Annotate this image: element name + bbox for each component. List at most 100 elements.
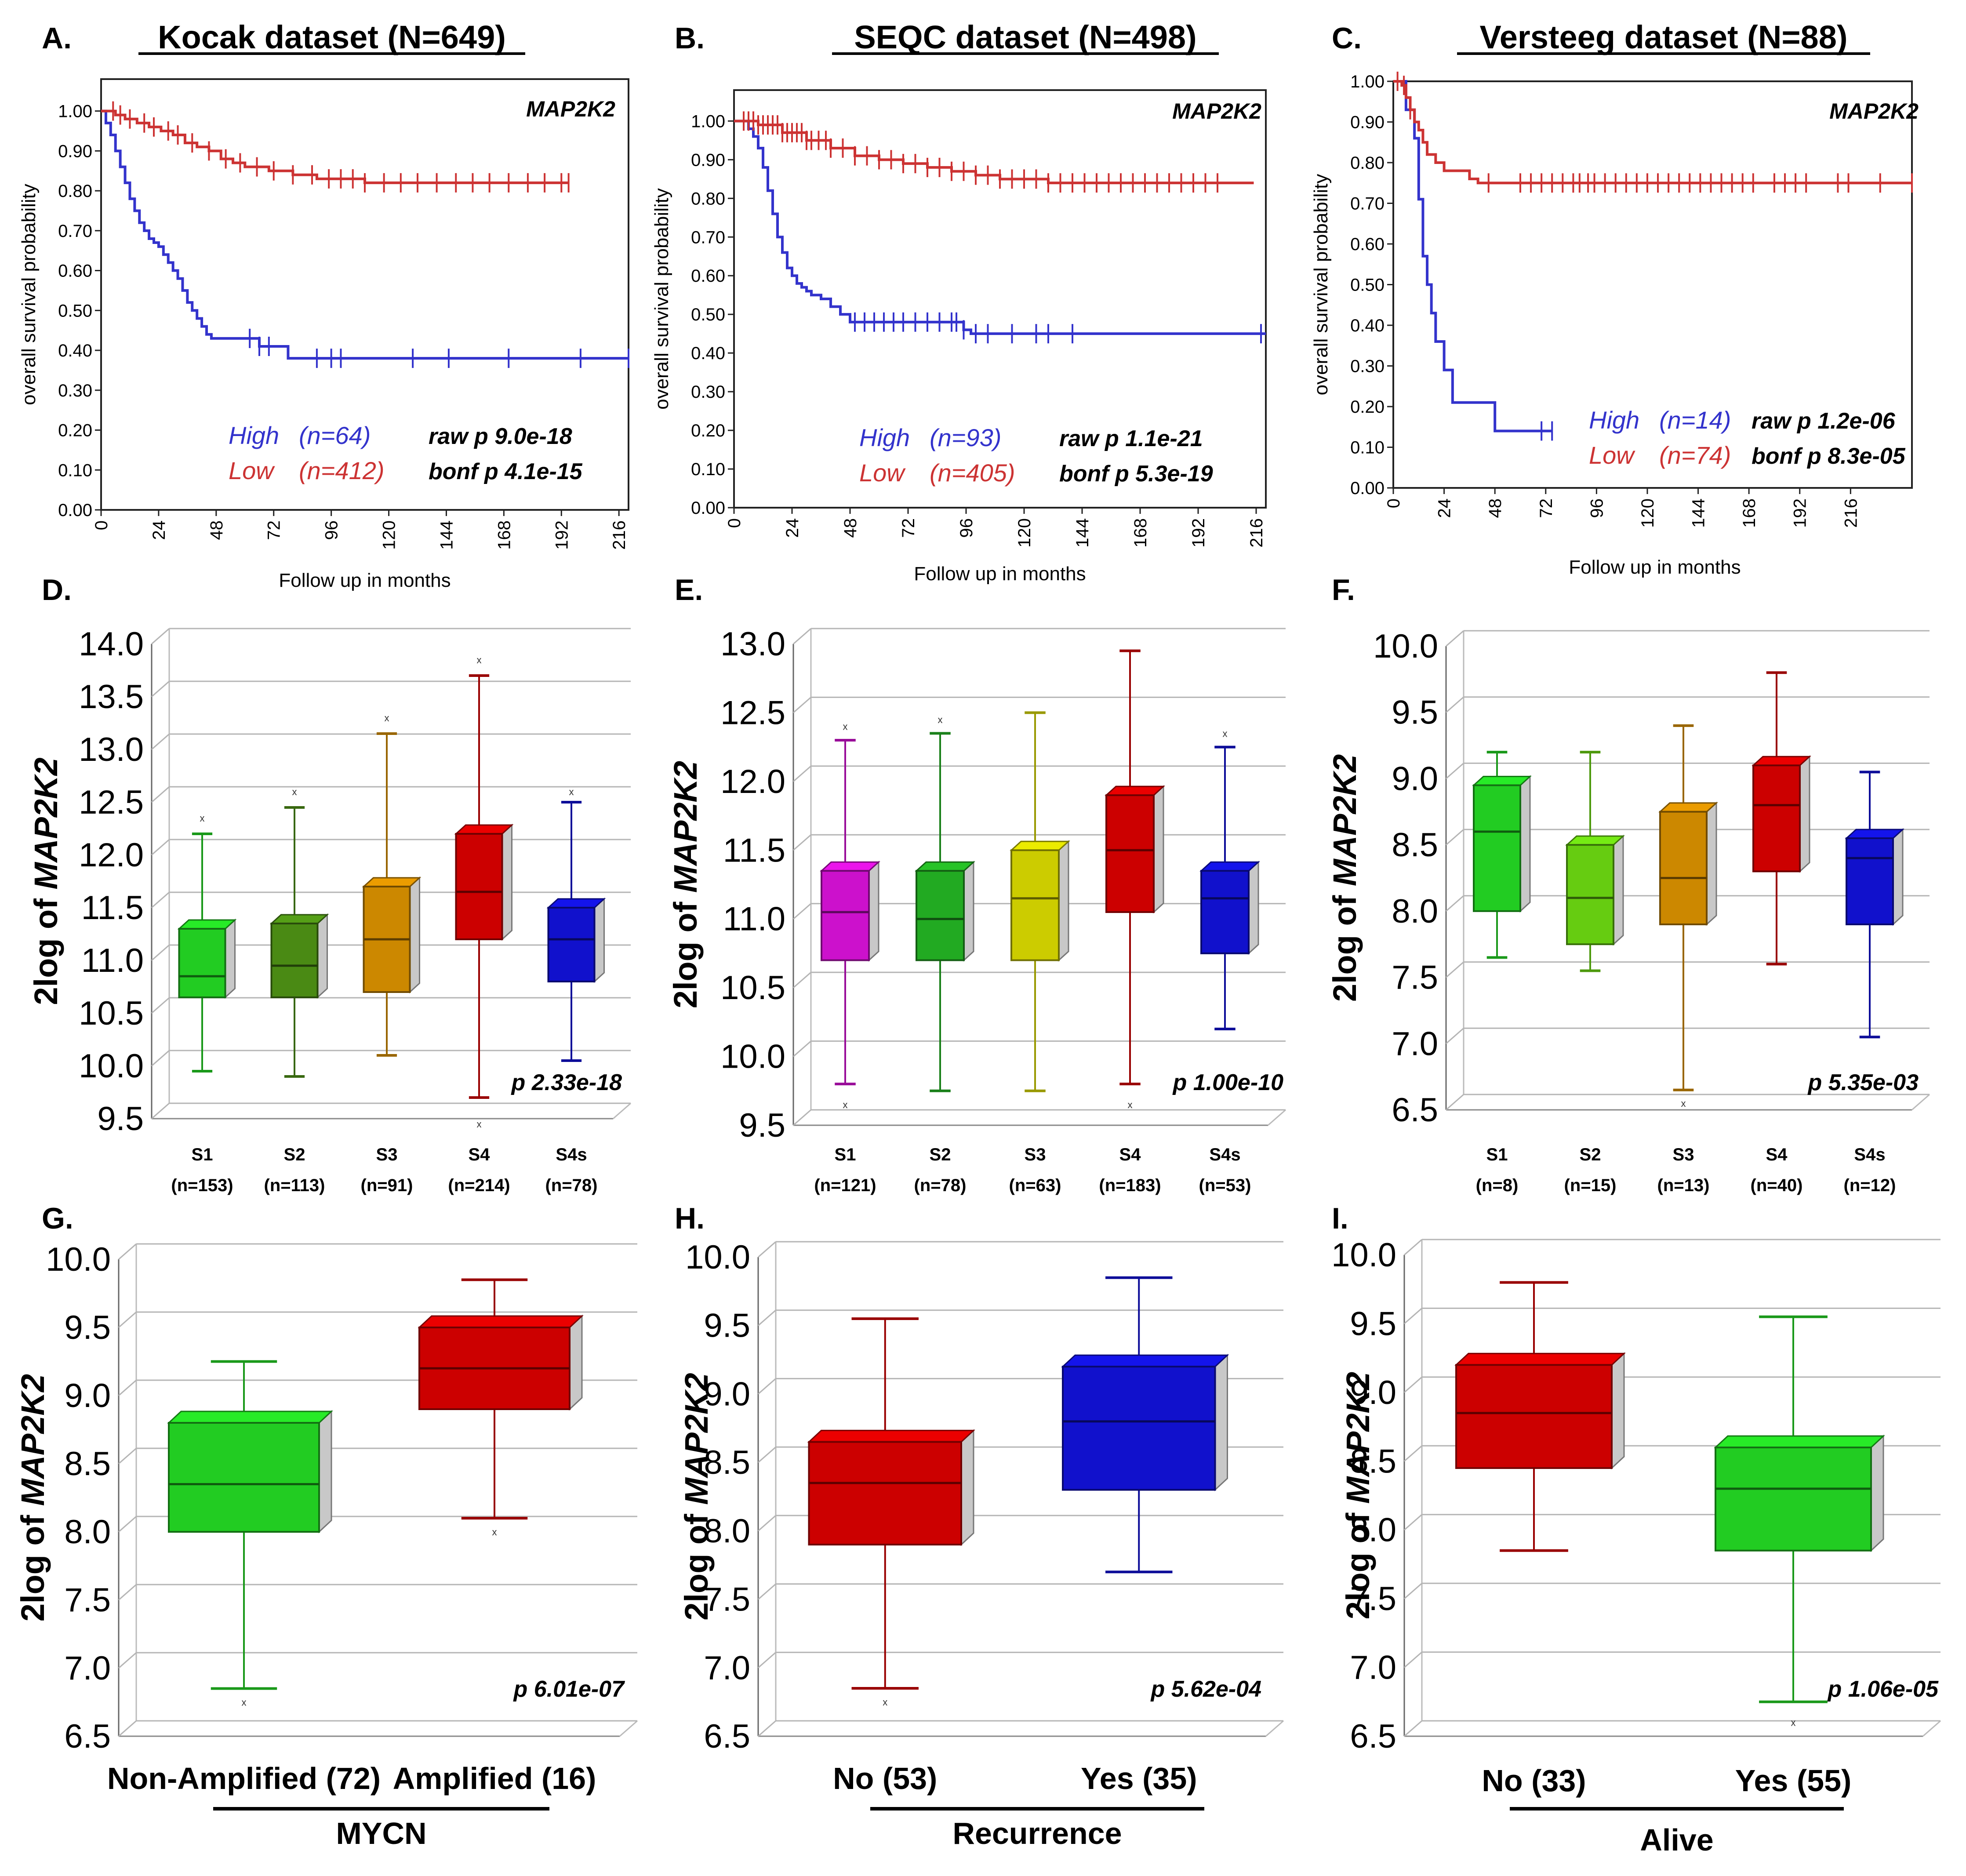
y-tick-label: 0.90	[58, 142, 92, 161]
outlier-mark: x	[292, 786, 297, 797]
legend-group: Low	[1589, 441, 1635, 469]
box-body	[1566, 844, 1614, 945]
panel-letter: C.	[1332, 22, 1362, 55]
gridline-side	[151, 680, 170, 698]
outlier-mark: x	[242, 1697, 247, 1708]
axis-floor-side	[613, 1102, 631, 1120]
box-top	[1199, 861, 1260, 872]
box-0: No (33)	[1454, 1281, 1626, 1798]
category-label: No (53)	[833, 1761, 937, 1796]
box-0: x Non-Amplified (72)	[107, 1360, 381, 1796]
y-tick-label: 9.0	[704, 1375, 750, 1413]
y-tick-label: 0.00	[1350, 479, 1385, 498]
gridline-side	[1404, 1445, 1422, 1462]
km-panel: C. Versteeg dataset (N=88) 0.00 0.10 0.20 0.3…	[1310, 19, 1919, 578]
box-body	[1715, 1447, 1872, 1552]
axis-floor-side	[1922, 1720, 1941, 1737]
y-tick-label: 7.0	[1392, 1025, 1438, 1062]
box-top	[1472, 776, 1532, 786]
box-side	[963, 860, 974, 962]
y-tick-label: 9.0	[64, 1377, 111, 1414]
x-tick-label: 96	[1587, 498, 1606, 518]
axis-floor-side	[619, 1720, 638, 1737]
outlier-mark: x	[1128, 1099, 1133, 1110]
raw-p-value: raw p 1.1e-21	[1059, 426, 1203, 451]
panel-letter: F.	[1332, 573, 1355, 607]
x-axis-label: Follow up in months	[914, 563, 1086, 585]
y-tick-label: 7.5	[1392, 959, 1438, 996]
y-tick-label: 0.80	[58, 182, 92, 201]
y-tick-label: 0.80	[1350, 153, 1385, 173]
legend-n: (n=14)	[1659, 406, 1731, 434]
panel-letter: G.	[42, 1202, 73, 1235]
y-axis-label: 2log of MAP2K2	[28, 757, 64, 1005]
gridline-side	[1446, 630, 1464, 647]
category-n: (n=40)	[1751, 1176, 1803, 1195]
gridline-side	[793, 834, 811, 851]
category-label: No (33)	[1482, 1763, 1586, 1798]
box-body	[808, 1441, 962, 1545]
box-body	[1062, 1366, 1216, 1491]
x-tick-label: 48	[841, 518, 860, 538]
box-top	[1105, 785, 1165, 796]
outlier-mark: x	[492, 1527, 497, 1538]
box-0: S1 (n=8)	[1472, 751, 1532, 1195]
legend-group: Low	[859, 459, 906, 487]
box-1: x Amplified (16)	[393, 1278, 596, 1796]
box-body	[916, 870, 965, 961]
panel-letter: I.	[1332, 1202, 1348, 1235]
box-top	[1714, 1435, 1885, 1448]
gridline-side	[793, 628, 811, 645]
x-tick-label: 72	[1537, 498, 1556, 518]
x-tick-label: 72	[899, 518, 918, 538]
y-label-gene: MAP2K2	[28, 757, 64, 889]
dataset-title: Kocak dataset (N=649)	[158, 19, 506, 55]
legend-n: (n=412)	[299, 457, 385, 484]
y-tick-label: 13.0	[79, 731, 144, 768]
category-n: (n=8)	[1476, 1176, 1519, 1195]
y-tick-label: 8.0	[704, 1512, 750, 1550]
y-tick-label: 0.10	[58, 461, 92, 480]
box-panel: F. 6.5 7.0 7.5 8.0 8.5 9.0 9.5 10.0 2log of MAP2K…	[1326, 573, 1930, 1195]
y-label-prefix: 2log of	[1340, 1504, 1376, 1619]
bonf-p-value: bonf p 5.3e-19	[1059, 461, 1213, 487]
y-axis-label: overall survival probability	[1310, 174, 1332, 396]
y-tick-label: 0.80	[691, 189, 725, 208]
y-tick-label: 10.0	[1331, 1236, 1396, 1274]
box-body	[270, 923, 319, 998]
box-side	[1214, 1353, 1228, 1491]
x-tick-label: 0	[725, 518, 744, 528]
x-tick-label: 192	[1189, 518, 1208, 548]
panel-letter: D.	[42, 573, 72, 607]
gridline-side	[758, 1583, 776, 1600]
plot-frame	[100, 78, 629, 511]
x-tick-label: 120	[380, 520, 399, 550]
y-label-gene: MAP2K2	[15, 1374, 51, 1506]
box-top	[1061, 1354, 1229, 1367]
gridline-side	[793, 903, 811, 920]
y-tick-label: 0.00	[58, 501, 92, 520]
gridline-side	[1404, 1720, 1422, 1737]
y-tick-label: 0.40	[1350, 316, 1385, 335]
category-n: (n=13)	[1657, 1176, 1710, 1195]
box-side	[1870, 1434, 1884, 1552]
y-tick-label: 1.00	[1350, 72, 1385, 91]
category-n: (n=214)	[448, 1176, 510, 1195]
gridline-side	[1404, 1308, 1422, 1324]
x-tick-label: 72	[265, 520, 284, 540]
box-panel: H. 6.5 7.0 7.5 8.0 8.5 9.0 9.5 10.0 2log of MAP2K…	[675, 1202, 1284, 1851]
y-label-gene: MAP2K2	[1326, 754, 1363, 886]
outlier-mark: x	[477, 654, 482, 665]
box-top	[269, 914, 329, 924]
y-tick-label: 9.0	[1392, 760, 1438, 797]
y-tick-label: 12.5	[79, 784, 144, 821]
y-tick-label: 9.0	[1350, 1374, 1396, 1411]
box-panel: D. 9.5 10.0 10.5 11.0 11.5 12.0 12.5 13.0 13.5 14.…	[28, 573, 631, 1195]
box-body	[1752, 764, 1801, 873]
y-tick-label: 6.5	[1392, 1091, 1438, 1129]
box-4: x S4s (n=53)	[1199, 728, 1260, 1195]
gridline-side	[1446, 1094, 1464, 1111]
box-body	[1200, 870, 1250, 954]
x-tick-label: 144	[1689, 498, 1708, 528]
y-tick-label: 9.5	[704, 1307, 750, 1345]
